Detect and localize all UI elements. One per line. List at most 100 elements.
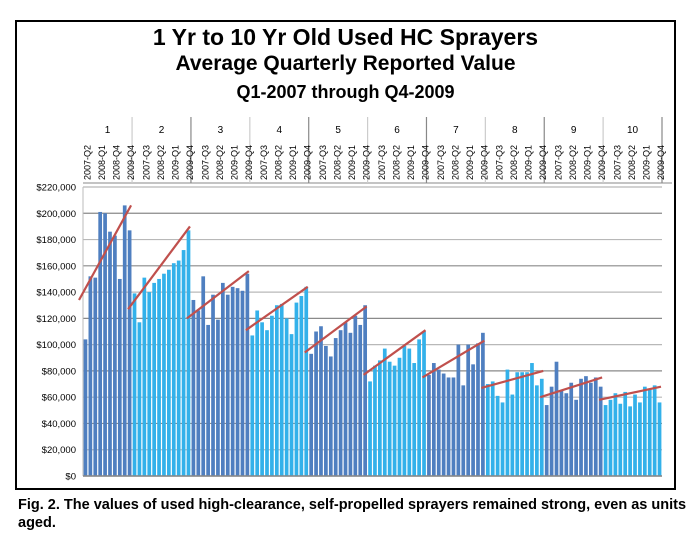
bar — [618, 403, 623, 476]
bar — [608, 399, 613, 476]
bar — [539, 378, 544, 476]
bar — [598, 386, 603, 476]
quarter-label: 2009-Q1 — [229, 145, 239, 180]
bar — [574, 399, 578, 476]
bar — [88, 276, 93, 476]
quarter-label: 2009-Q4 — [656, 145, 666, 180]
bar — [436, 369, 441, 476]
bar — [579, 378, 583, 476]
bar — [176, 260, 181, 476]
chart-frame — [15, 20, 676, 490]
bar — [157, 278, 161, 476]
bar — [353, 315, 358, 476]
quarter-label: 2009-Q1 — [583, 145, 593, 180]
bar — [338, 330, 343, 476]
group-label: 3 — [218, 125, 224, 136]
quarter-label: 2007-Q3 — [259, 145, 269, 180]
bar — [382, 348, 387, 476]
y-tick-label: $120,000 — [36, 314, 76, 325]
quarter-label: 2009-Q1 — [642, 145, 652, 180]
quarter-label: 2009-Q1 — [524, 145, 534, 180]
quarter-label: 2007-Q3 — [318, 145, 328, 180]
bar — [456, 344, 461, 476]
bar — [638, 402, 642, 476]
bar — [294, 302, 299, 476]
quarter-label: 2009-Q1 — [347, 145, 357, 180]
y-tick-label: $60,000 — [42, 393, 76, 404]
quarter-label: 2008-Q1 — [97, 145, 107, 180]
bar — [196, 310, 201, 476]
trendline — [186, 270, 250, 320]
trendline — [598, 385, 662, 401]
bar — [255, 310, 260, 476]
bar — [471, 364, 475, 476]
bar — [378, 360, 382, 476]
quarter-label: 2009-Q4 — [597, 145, 607, 180]
group-label: 2 — [159, 125, 165, 136]
y-tick-label: $20,000 — [42, 445, 76, 456]
bar — [113, 235, 117, 476]
quarter-label: 2008-Q2 — [509, 145, 519, 180]
bar — [446, 377, 451, 476]
bar — [633, 394, 637, 476]
quarter-label: 2008-Q2 — [568, 145, 578, 180]
quarter-label: 2009-Q4 — [185, 145, 195, 180]
quarter-label: 2009-Q4 — [244, 145, 254, 180]
bar — [549, 386, 554, 476]
bar — [206, 324, 210, 476]
bar — [348, 332, 353, 476]
bar — [309, 353, 314, 476]
bar — [652, 385, 657, 476]
quarter-label: 2009-Q4 — [303, 145, 313, 180]
bar — [240, 290, 245, 476]
bar — [270, 315, 274, 476]
quarter-label: 2009-Q4 — [538, 145, 548, 180]
bar — [201, 276, 206, 476]
bar — [225, 294, 230, 476]
bar — [515, 372, 520, 476]
bar — [422, 331, 426, 476]
y-tick-label: $180,000 — [36, 235, 76, 246]
bar — [427, 374, 431, 476]
bar — [628, 406, 632, 476]
bar — [657, 402, 662, 476]
bar — [559, 390, 564, 476]
bar — [83, 339, 88, 476]
bar — [245, 273, 250, 476]
bar — [535, 385, 539, 476]
quarter-label: 2009-Q1 — [170, 145, 180, 180]
bar — [451, 377, 456, 476]
y-tick-label: $40,000 — [42, 419, 76, 430]
bar — [93, 277, 98, 476]
y-tick-label: $200,000 — [36, 209, 76, 220]
bar — [485, 384, 490, 476]
bar — [569, 382, 574, 476]
group-label: 7 — [453, 125, 459, 136]
bar — [466, 344, 471, 476]
bar — [495, 395, 500, 476]
bar — [554, 361, 559, 476]
bar — [211, 294, 215, 476]
bar — [363, 305, 367, 476]
bar — [520, 372, 525, 476]
bar — [274, 305, 279, 476]
bar — [588, 382, 593, 476]
quarter-label: 2007-Q3 — [200, 145, 210, 180]
y-tick-label: $80,000 — [42, 366, 76, 377]
bar — [481, 332, 485, 476]
bar — [220, 282, 225, 476]
quarter-label: 2007-Q3 — [141, 145, 151, 180]
bar — [186, 230, 191, 476]
bar — [314, 331, 318, 476]
quarter-label: 2008-Q2 — [215, 145, 225, 180]
bar — [181, 250, 186, 476]
trendline — [421, 339, 485, 379]
bar — [613, 393, 618, 476]
group-label: 5 — [335, 125, 341, 136]
bar — [544, 405, 549, 476]
bar — [191, 299, 196, 476]
group-label: 9 — [571, 125, 577, 136]
quarter-label: 2008-Q4 — [112, 145, 122, 180]
bar — [250, 335, 255, 476]
